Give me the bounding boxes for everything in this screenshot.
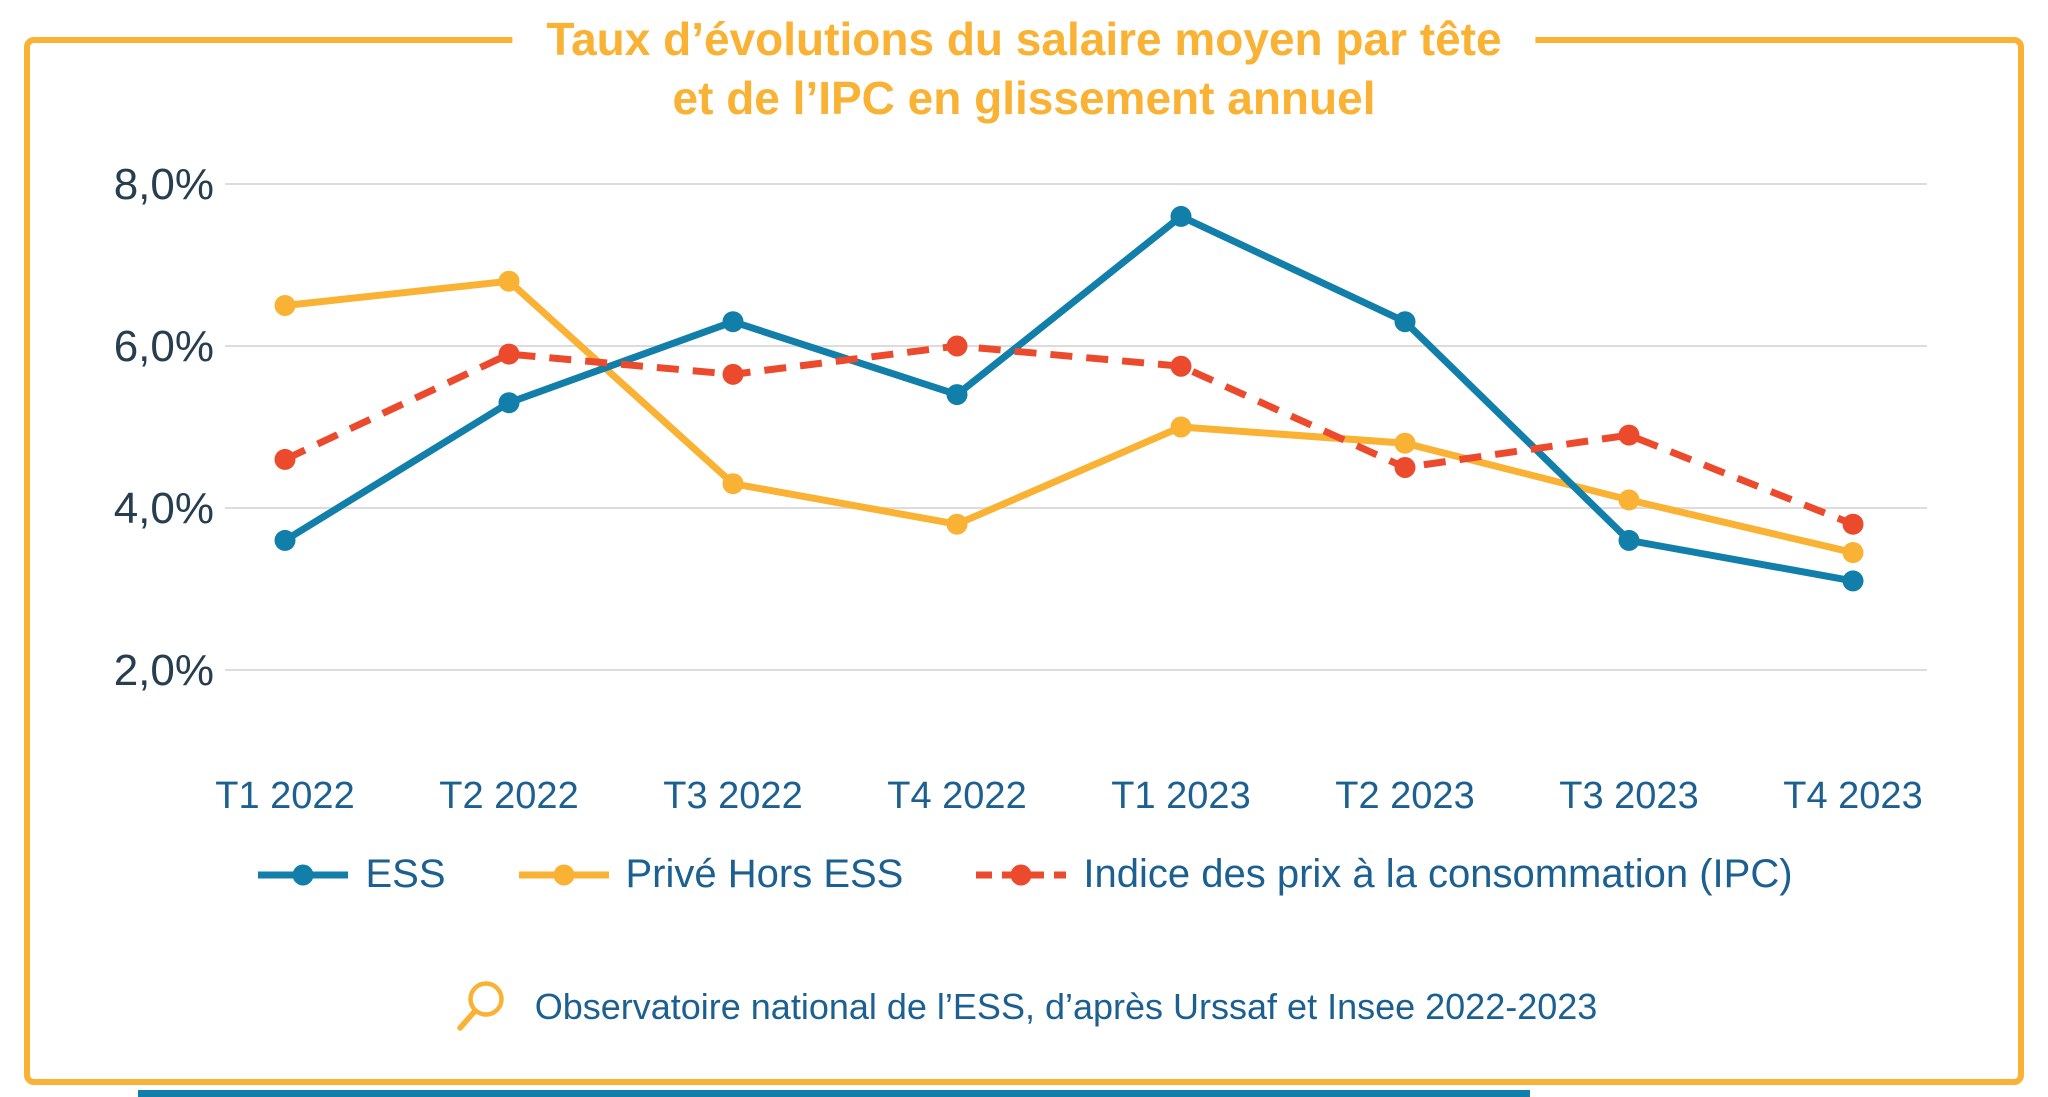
y-axis-labels: 8,0% 6,0% 4,0% 2,0% (114, 160, 214, 695)
data-point (498, 270, 520, 292)
y-tick-label: 6,0% (114, 322, 214, 371)
series-priv-hors-ess (274, 270, 1864, 564)
x-tick-label: T4 2023 (1783, 775, 1922, 817)
data-point (498, 392, 520, 414)
data-point (1170, 416, 1192, 438)
chart-legend: ESS Privé Hors ESS Indice des prix à la … (24, 852, 2024, 897)
legend-label-ipc: Indice des prix à la consommation (IPC) (1083, 852, 1793, 896)
series-line (283, 342, 1855, 528)
legend-label-ess: ESS (365, 852, 446, 896)
data-point (1394, 457, 1416, 478)
data-point (722, 311, 744, 333)
data-point (1394, 432, 1416, 454)
legend-item-ess: ESS (255, 852, 446, 897)
source-text: Observatoire national de l’ESS, d’après … (534, 986, 1598, 1027)
source-row: Observatoire national de l’ESS, d’après … (24, 978, 2024, 1036)
data-point (1842, 513, 1864, 535)
data-point (1394, 311, 1416, 333)
data-point (1618, 529, 1640, 551)
data-point (274, 448, 296, 470)
legend-label-prive-hors-ess: Privé Hors ESS (625, 852, 904, 896)
x-tick-label: T1 2023 (1111, 775, 1250, 817)
magnifier-icon (456, 981, 504, 1031)
x-tick-label: T1 2022 (215, 775, 354, 817)
y-tick-label: 4,0% (114, 484, 214, 533)
x-tick-label: T3 2022 (663, 775, 802, 817)
data-point (722, 473, 744, 495)
data-point (1842, 542, 1864, 564)
gridlines (225, 183, 1927, 671)
data-point (946, 513, 968, 535)
y-tick-label: 8,0% (114, 160, 214, 209)
data-point (1170, 355, 1192, 377)
chart-title-line2: et de l’IPC en glissement annuel (672, 71, 1376, 124)
legend-swatch-ess (258, 864, 349, 885)
x-tick-label: T2 2023 (1335, 775, 1474, 817)
data-point (946, 384, 968, 406)
x-tick-label: T2 2022 (439, 775, 578, 817)
series-line (284, 277, 1854, 556)
data-point (946, 335, 968, 357)
legend-swatch-prive-hors-ess (518, 864, 609, 885)
legend-swatch-ipc (976, 864, 1067, 885)
chart-title: Taux d’évolutions du salaire moyen par t… (512, 10, 1536, 128)
bottom-blue-bar (138, 1090, 1530, 1097)
x-tick-label: T4 2022 (887, 775, 1026, 817)
data-point (1618, 424, 1640, 446)
series-indice-des-prix-la-consommation-ipc- (274, 335, 1864, 535)
x-axis-labels: T1 2022 T2 2022 T3 2022 T4 2022 T1 2023 T2 20… (215, 775, 1922, 817)
data-point (1842, 570, 1864, 592)
data-point (1618, 489, 1640, 511)
x-tick-label: T3 2023 (1559, 775, 1698, 817)
data-point (1170, 205, 1192, 227)
series-line (283, 212, 1854, 585)
series-ess (274, 205, 1864, 592)
y-tick-label: 2,0% (114, 646, 214, 695)
chart-title-line1: Taux d’évolutions du salaire moyen par t… (546, 13, 1502, 65)
data-point (274, 295, 296, 316)
data-point (722, 363, 744, 385)
data-point (498, 343, 520, 365)
legend-item-prive-hors-ess: Privé Hors ESS (516, 852, 904, 897)
legend-item-ipc: Indice des prix à la consommation (IPC) (973, 852, 1793, 897)
data-point (274, 529, 296, 551)
